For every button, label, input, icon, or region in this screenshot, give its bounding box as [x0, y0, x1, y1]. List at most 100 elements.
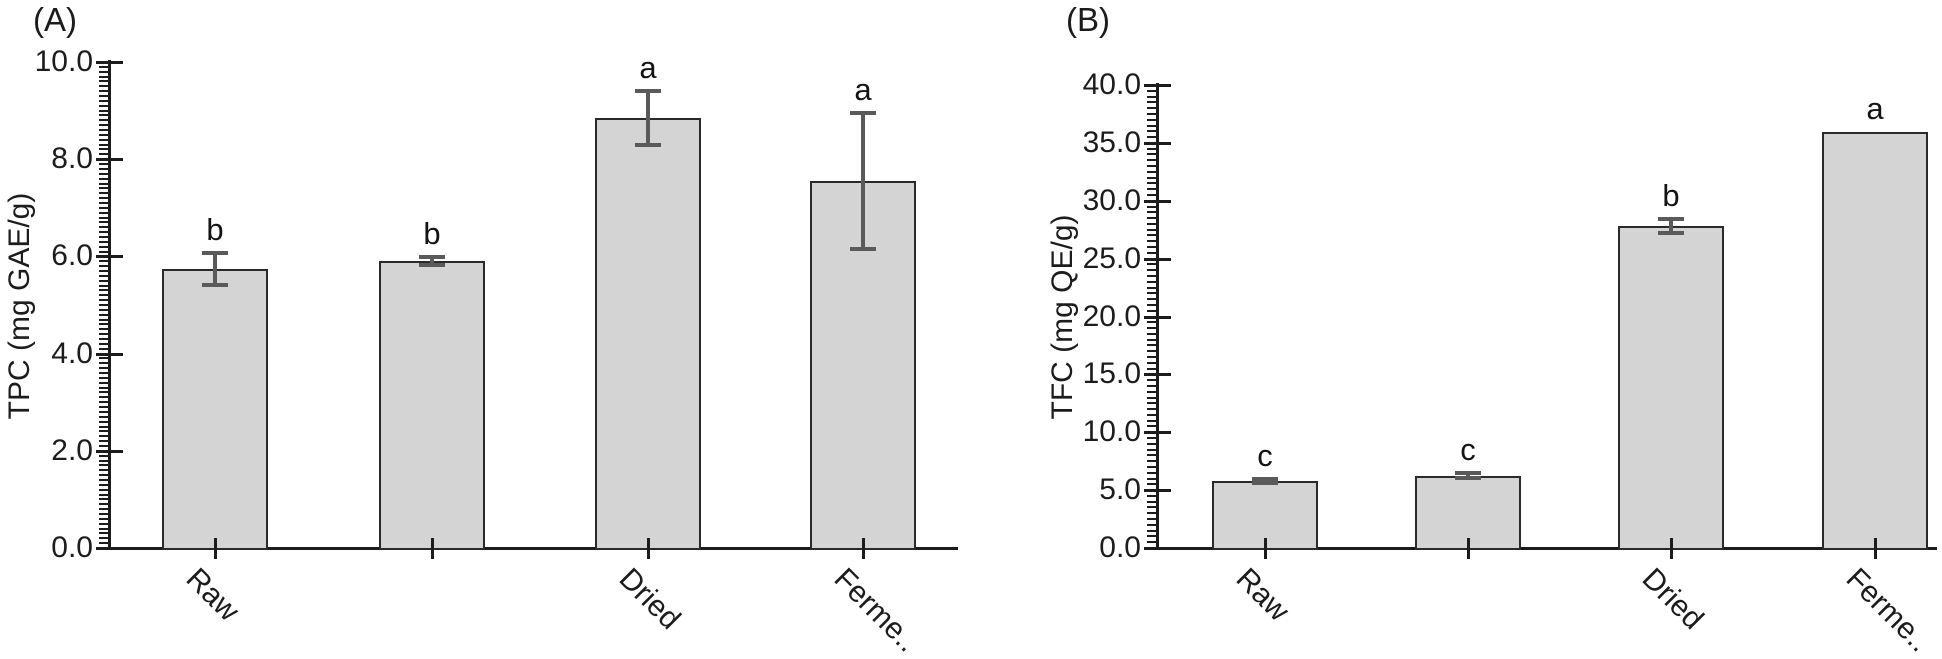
y-minor-tick: [1147, 274, 1156, 277]
bar: [379, 261, 485, 550]
y-minor-tick: [1147, 309, 1156, 312]
y-minor-tick: [1147, 176, 1156, 179]
error-bar-cap-top: [1252, 476, 1278, 481]
x-tick: [1467, 538, 1470, 559]
error-bar-cap-bottom: [1658, 231, 1684, 236]
y-minor-tick: [99, 396, 108, 399]
y-minor-tick: [99, 163, 108, 166]
y-minor-tick: [99, 522, 108, 525]
y-minor-tick: [1147, 541, 1156, 544]
y-minor-tick: [99, 177, 108, 180]
panel-b-label: (B): [1066, 1, 1110, 38]
y-tick-label: 40.0: [1082, 68, 1141, 101]
y-minor-tick: [1147, 338, 1156, 341]
error-bar-stem: [861, 113, 865, 250]
error-bar-cap-bottom: [635, 142, 661, 147]
y-minor-tick: [99, 415, 108, 418]
bar: [1822, 132, 1928, 550]
x-tick: [1874, 538, 1877, 559]
y-minor-tick: [1147, 205, 1156, 208]
y-minor-tick: [99, 493, 108, 496]
significance-letter: c: [1257, 437, 1273, 473]
y-minor-tick: [99, 75, 108, 78]
y-minor-tick: [1147, 448, 1156, 451]
y-minor-tick: [99, 454, 108, 457]
y-minor-tick: [1147, 165, 1156, 168]
y-minor-tick: [99, 440, 108, 443]
error-bar-cap-top: [1658, 217, 1684, 222]
y-minor-tick: [99, 333, 108, 336]
x-category-label: Ferme..: [827, 562, 925, 659]
y-major-tick: [1144, 373, 1171, 377]
y-minor-tick: [99, 284, 108, 287]
significance-letter: a: [1866, 91, 1884, 127]
y-minor-tick: [99, 308, 108, 311]
y-minor-tick: [99, 469, 108, 472]
y-minor-tick: [1147, 402, 1156, 405]
y-minor-tick: [99, 401, 108, 404]
error-bar-cap-bottom: [1252, 481, 1278, 486]
y-minor-tick: [99, 425, 108, 428]
y-minor-tick: [1147, 413, 1156, 416]
y-minor-tick: [99, 391, 108, 394]
y-minor-tick: [1147, 136, 1156, 139]
y-major-tick: [96, 352, 123, 356]
y-minor-tick: [1147, 280, 1156, 283]
y-minor-tick: [99, 240, 108, 243]
y-minor-tick: [99, 512, 108, 515]
x-axis-line: [1156, 547, 1937, 550]
y-minor-tick: [99, 269, 108, 272]
y-tick-label: 20.0: [1082, 299, 1141, 333]
y-minor-tick: [1147, 240, 1156, 243]
y-major-tick: [96, 255, 123, 259]
y-minor-tick: [1147, 396, 1156, 399]
y-minor-tick: [1147, 228, 1156, 231]
x-category-label: Raw: [1229, 562, 1296, 628]
y-minor-tick: [1147, 465, 1156, 468]
y-minor-tick: [99, 104, 108, 107]
y-minor-tick: [1147, 361, 1156, 364]
y-tick-label: 6.0: [51, 239, 93, 273]
y-minor-tick: [1147, 292, 1156, 295]
y-major-tick: [1144, 84, 1171, 87]
y-minor-tick: [99, 328, 108, 331]
y-minor-tick: [99, 299, 108, 302]
x-tick: [647, 538, 650, 559]
y-minor-tick: [1147, 483, 1156, 486]
y-minor-tick: [99, 367, 108, 370]
y-minor-tick: [99, 542, 108, 545]
y-minor-tick: [99, 70, 108, 73]
y-minor-tick: [99, 226, 108, 229]
y-minor-tick: [99, 85, 108, 88]
y-minor-tick: [99, 250, 108, 253]
y-minor-tick: [99, 357, 108, 360]
bar: [162, 268, 268, 550]
y-minor-tick: [1147, 147, 1156, 150]
y-minor-tick: [99, 517, 108, 520]
y-minor-tick: [1147, 286, 1156, 289]
y-minor-tick: [1147, 425, 1156, 428]
y-minor-tick: [99, 488, 108, 491]
y-minor-tick: [1147, 535, 1156, 538]
y-minor-tick: [99, 138, 108, 141]
y-minor-tick: [99, 231, 108, 234]
y-minor-tick: [99, 192, 108, 195]
error-bar-cap-bottom: [419, 263, 445, 268]
y-minor-tick: [99, 265, 108, 268]
y-minor-tick: [99, 201, 108, 204]
y-minor-tick: [99, 167, 108, 170]
y-minor-tick: [99, 153, 108, 156]
y-minor-tick: [99, 347, 108, 350]
error-bar-stem: [430, 257, 434, 266]
y-minor-tick: [1147, 234, 1156, 237]
error-bar-stem: [1466, 473, 1470, 478]
y-minor-tick: [1147, 321, 1156, 324]
y-tick-label: 5.0: [1099, 473, 1141, 507]
y-minor-tick: [1147, 454, 1156, 457]
x-category-label: Raw: [179, 562, 246, 628]
y-tick-label: 10.0: [1082, 415, 1141, 449]
significance-letter: a: [854, 72, 872, 108]
y-minor-tick: [99, 260, 108, 263]
y-minor-tick: [99, 294, 108, 297]
y-minor-tick: [99, 119, 108, 122]
